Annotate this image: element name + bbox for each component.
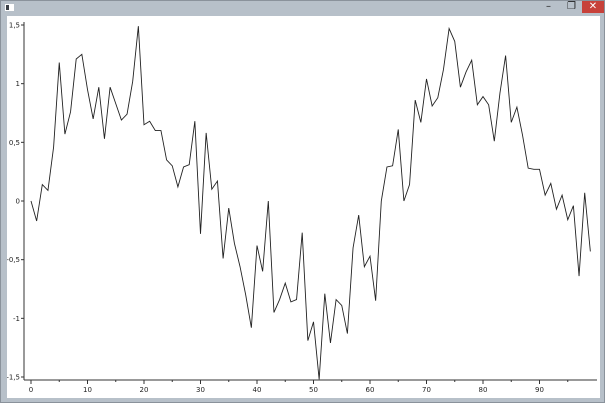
title-bar[interactable]: – ❐ ✕	[1, 1, 604, 15]
series-line	[30, 26, 591, 380]
x-tick-label: 60	[366, 386, 375, 394]
x-tick-label: 10	[83, 386, 92, 394]
y-tick-label: -0,5	[7, 256, 20, 264]
y-tick-label: 0	[16, 198, 20, 206]
close-button[interactable]: ✕	[582, 1, 604, 13]
x-tick-label: 50	[309, 386, 318, 394]
x-tick-label: 30	[196, 386, 205, 394]
x-tick-label: 70	[422, 386, 431, 394]
x-tick-label: 80	[479, 386, 488, 394]
x-tick-label: 0	[29, 386, 33, 394]
x-tick-label: 40	[253, 386, 262, 394]
y-tick-label: -1	[13, 315, 20, 323]
chart-area: 1,5 1 0,5 0 -0,5 -1 -1,5 0 10 20 30 40 50 60 70 80 90	[7, 16, 600, 398]
chart-ticks: 1,5 1 0,5 0 -0,5 -1 -1,5 0 10 20 30 40 50 60 70 80 90	[7, 22, 569, 394]
x-tick-label: 90	[535, 386, 544, 394]
chart-axes	[23, 22, 597, 381]
line-chart: 1,5 1 0,5 0 -0,5 -1 -1,5 0 10 20 30 40 50 60 70 80 90	[7, 22, 597, 394]
y-tick-label: 0,5	[9, 139, 20, 147]
maximize-button[interactable]: ❐	[567, 1, 576, 12]
chart-plot	[30, 26, 591, 380]
minimize-button[interactable]: –	[546, 1, 551, 12]
x-tick-label: 20	[140, 386, 149, 394]
y-tick-label: -1,5	[7, 374, 20, 382]
y-tick-label: 1	[16, 80, 20, 88]
app-window-icon	[5, 4, 14, 11]
y-tick-label: 1,5	[9, 22, 20, 30]
